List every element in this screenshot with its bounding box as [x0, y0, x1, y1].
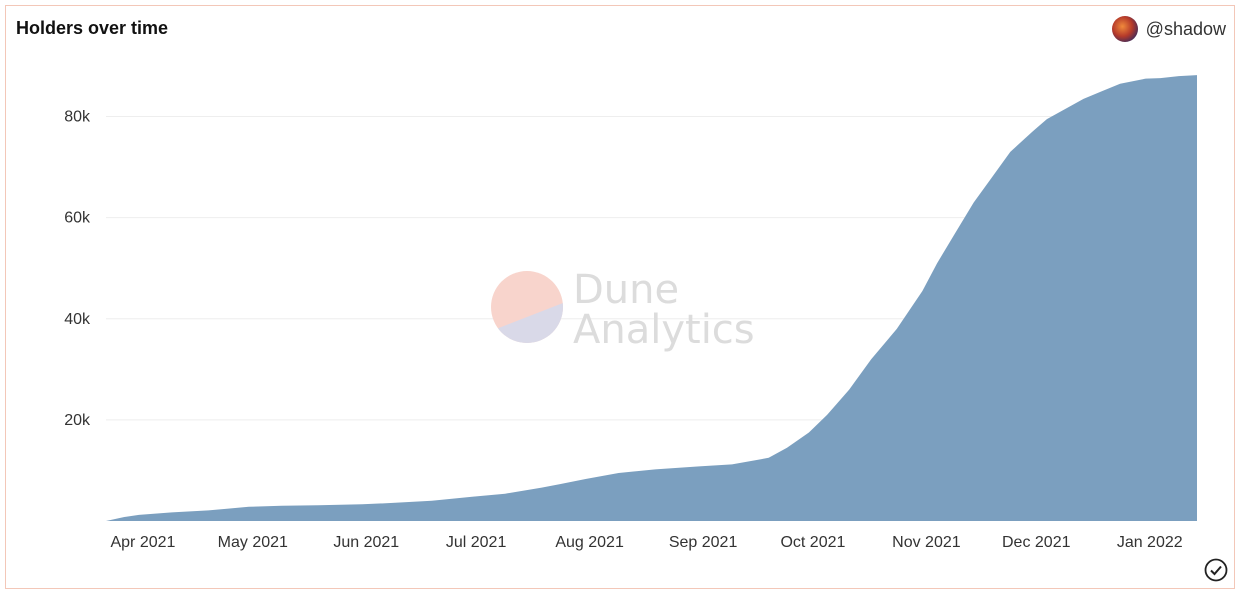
author-name: @shadow: [1145, 18, 1226, 39]
watermark-line2: Analytics: [573, 307, 755, 353]
check-circle-icon[interactable]: [1204, 558, 1228, 582]
x-tick-labels: Apr 2021 May 2021 Jun 2021 Jul 2021 Aug 2021…: [110, 534, 1182, 551]
x-tick-label: May 2021: [218, 534, 288, 551]
x-tick-label: Apr 2021: [110, 534, 175, 551]
x-tick-label: Jul 2021: [446, 534, 507, 551]
x-tick-label: Jun 2021: [333, 534, 399, 551]
x-tick-label: Oct 2021: [780, 534, 845, 551]
series-area-holders: [106, 75, 1197, 521]
x-tick-label: Sep 2021: [669, 534, 738, 551]
watermark: Dune Analytics: [491, 267, 755, 353]
x-tick-label: Jan 2022: [1117, 534, 1183, 551]
y-tick-label: 20k: [64, 412, 91, 429]
area-chart: 20k 40k 60k 80k Dune Analytics Apr 2021 May …: [64, 75, 1197, 551]
dune-logo-icon: [491, 271, 563, 343]
author-link[interactable]: @shadow: [1111, 16, 1226, 42]
x-tick-label: Aug 2021: [555, 534, 624, 551]
y-tick-label: 60k: [64, 210, 91, 227]
y-tick-label: 40k: [64, 311, 91, 328]
chart-title: Holders over time: [16, 18, 169, 38]
y-tick-labels: 20k 40k 60k 80k: [64, 109, 91, 429]
avatar-icon: [1111, 16, 1138, 42]
watermark-line1: Dune: [573, 267, 679, 313]
chart-card: Holders over time @shadow 20k 40k 60k 80k D…: [5, 5, 1235, 589]
y-tick-label: 80k: [64, 109, 91, 126]
x-tick-label: Nov 2021: [892, 534, 961, 551]
x-tick-label: Dec 2021: [1002, 534, 1071, 551]
